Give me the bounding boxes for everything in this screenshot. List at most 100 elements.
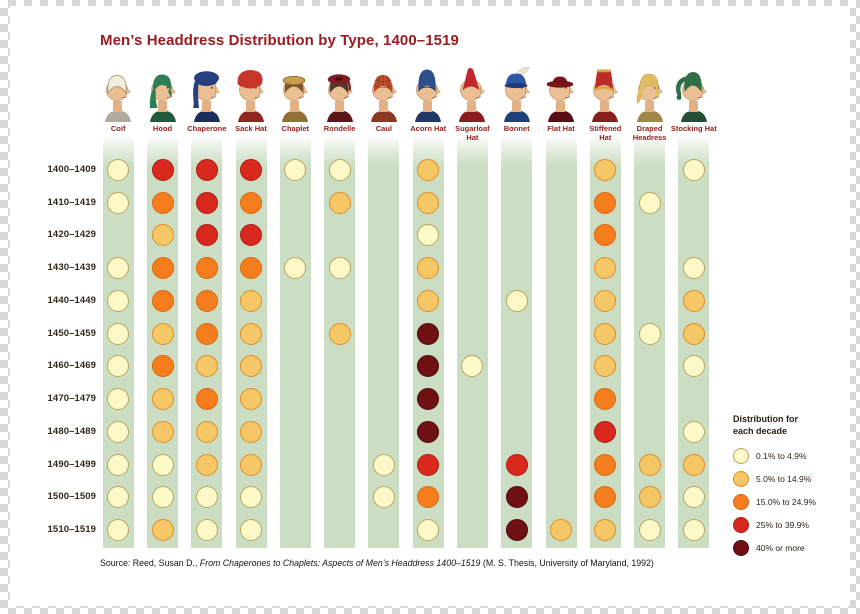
distribution-dot-hood-1470-1479: [151, 388, 174, 410]
distribution-dot-chaperone-1420-1429: [195, 224, 218, 247]
distribution-dot-stiffened-hat-1450-1459: [594, 322, 617, 345]
source-citation: Source: Reed, Susan D., From Chaperones …: [100, 558, 654, 568]
column-band-sugarloaf-hat: [456, 136, 488, 548]
rondelle-figure-illustration: [318, 66, 362, 122]
distribution-dot-coif-1440-1449: [107, 289, 130, 312]
flat-hat-figure-illustration: [539, 66, 583, 122]
column-label-sack-hat: Sack Hat: [235, 124, 267, 133]
column-label-chaplet: Chaplet: [281, 124, 310, 133]
bonnet-figure-illustration: [495, 66, 539, 122]
column-band-caul: [368, 136, 400, 548]
distribution-dot-flat-hat-1510-1519: [550, 518, 572, 541]
distribution-dot-hood-1430-1439: [151, 257, 174, 280]
row-label-1450-1459: 1450–1459: [47, 327, 96, 339]
column-label-caul: Caul: [375, 124, 393, 133]
hood-figure-illustration: [141, 66, 185, 122]
column-label-sugarloaf-hat: Sugarloaf Hat: [455, 124, 490, 142]
distribution-dot-hood-1400-1409: [151, 159, 174, 181]
distribution-dot-sack-hat-1400-1409: [240, 159, 262, 181]
distribution-dot-stiffened-hat-1430-1439: [594, 257, 617, 280]
distribution-dot-stiffened-hat-1500-1509: [594, 486, 617, 509]
distribution-dot-sack-hat-1440-1449: [240, 289, 262, 312]
row-label-1400-1409: 1400–1409: [47, 164, 96, 175]
distribution-dot-acorn-hat-1430-1439: [417, 257, 440, 280]
distribution-dot-hood-1490-1499: [151, 453, 174, 476]
distribution-dot-hood-1500-1509: [151, 486, 174, 509]
distribution-dot-coif-1430-1439: [107, 257, 130, 280]
distribution-dot-hood-1440-1449: [151, 289, 174, 312]
distribution-dot-stiffened-hat-1460-1469: [594, 355, 617, 378]
distribution-dot-sack-hat-1490-1499: [240, 453, 262, 476]
distribution-dot-chaperone-1440-1449: [195, 289, 218, 312]
distribution-dot-stocking-hat-1450-1459: [682, 322, 705, 345]
column-band-chaplet: [279, 136, 311, 548]
distribution-dot-chaperone-1450-1459: [195, 322, 218, 345]
legend-item-4: 25% to 39.9%: [733, 514, 859, 536]
distribution-dot-acorn-hat-1410-1419: [417, 191, 440, 214]
column-band-flat-hat: [545, 136, 577, 548]
distribution-dot-stiffened-hat-1400-1409: [594, 159, 617, 181]
row-label-1420-1429: 1420–1429: [47, 229, 96, 241]
distribution-dot-coif-1500-1509: [107, 486, 130, 509]
distribution-dot-stocking-hat-1460-1469: [682, 355, 705, 378]
distribution-dot-draped-headress-1500-1509: [638, 486, 661, 509]
distribution-dot-chaperone-1460-1469: [195, 355, 218, 378]
distribution-dot-coif-1450-1459: [107, 322, 130, 345]
column-label-coif: Coif: [110, 124, 126, 133]
distribution-dot-sack-hat-1470-1479: [240, 388, 262, 410]
stocking-hat-figure-illustration: [672, 66, 716, 122]
source-thesis-title: From Chaperones to Chaplets: Aspects of …: [199, 558, 481, 568]
distribution-dot-chaperone-1410-1419: [195, 191, 218, 214]
source-prefix: Source: Reed, Susan D.,: [100, 558, 200, 568]
distribution-dot-acorn-hat-1440-1449: [417, 289, 440, 312]
sugarloaf-hat-figure-illustration: [450, 66, 494, 122]
distribution-dot-chaperone-1500-1509: [195, 486, 218, 509]
legend-item-label: 15.0% to 24.9%: [756, 497, 817, 508]
sack-hat-figure-illustration: [229, 66, 273, 122]
column-label-draped-headress: Draped Headress: [632, 124, 667, 142]
distribution-dot-acorn-hat-1420-1429: [417, 224, 440, 247]
distribution-dot-chaperone-1510-1519: [195, 518, 218, 541]
caul-figure-illustration: [362, 66, 406, 122]
legend-dot-icon: [733, 471, 749, 488]
distribution-dot-acorn-hat-1500-1509: [417, 486, 440, 509]
distribution-dot-sack-hat-1430-1439: [240, 257, 262, 280]
column-label-rondelle: Rondelle: [323, 124, 356, 133]
distribution-dot-stiffened-hat-1470-1479: [594, 388, 617, 410]
distribution-dot-stiffened-hat-1480-1489: [594, 420, 617, 443]
distribution-dot-sack-hat-1500-1509: [240, 486, 262, 509]
column-label-hood: Hood: [152, 124, 173, 133]
distribution-dot-stiffened-hat-1490-1499: [594, 453, 617, 476]
distribution-dot-sack-hat-1420-1429: [240, 224, 262, 247]
legend-dot-icon: [733, 448, 749, 465]
distribution-dot-stocking-hat-1510-1519: [682, 518, 705, 541]
distribution-dot-acorn-hat-1400-1409: [417, 159, 440, 181]
legend: Distribution for each decade 0.1% to 4.9…: [733, 414, 859, 559]
distribution-dot-stiffened-hat-1440-1449: [594, 289, 617, 312]
distribution-dot-draped-headress-1490-1499: [638, 453, 661, 476]
distribution-dot-sack-hat-1460-1469: [240, 355, 262, 378]
distribution-dot-coif-1460-1469: [107, 355, 130, 378]
legend-items: 0.1% to 4.9% 5.0% to 14.9% 15.0% to 24.9% 2…: [733, 445, 859, 559]
legend-item-5: 40% or more: [733, 537, 859, 559]
legend-item-label: 5.0% to 14.9%: [756, 474, 812, 485]
draped-headress-figure-illustration: [628, 66, 672, 122]
legend-dot-icon: [733, 494, 749, 511]
distribution-dot-caul-1500-1509: [372, 486, 395, 509]
distribution-dot-stocking-hat-1440-1449: [682, 289, 705, 312]
distribution-dot-acorn-hat-1490-1499: [417, 453, 440, 476]
legend-dot-icon: [733, 540, 749, 557]
legend-item-label: 0.1% to 4.9%: [756, 451, 807, 462]
distribution-dot-chaperone-1470-1479: [195, 388, 218, 410]
chaperone-figure-illustration: [185, 66, 229, 122]
legend-item-label: 40% or more: [756, 543, 805, 554]
column-label-acorn-hat: Acorn Hat: [410, 124, 447, 133]
distribution-dot-draped-headress-1410-1419: [638, 191, 661, 214]
legend-item-3: 15.0% to 24.9%: [733, 491, 859, 513]
column-label-stiffened-hat: Stiffened Hat: [589, 124, 622, 142]
distribution-dot-chaperone-1480-1489: [195, 420, 218, 443]
chart-title: Men’s Headdress Distribution by Type, 14…: [100, 32, 460, 49]
distribution-dot-hood-1420-1429: [151, 224, 174, 247]
chart-area: Coif Hood Chaperone Sack Hat Chaplet Rondelle…: [10, 6, 850, 606]
distribution-dot-chaperone-1490-1499: [195, 453, 218, 476]
